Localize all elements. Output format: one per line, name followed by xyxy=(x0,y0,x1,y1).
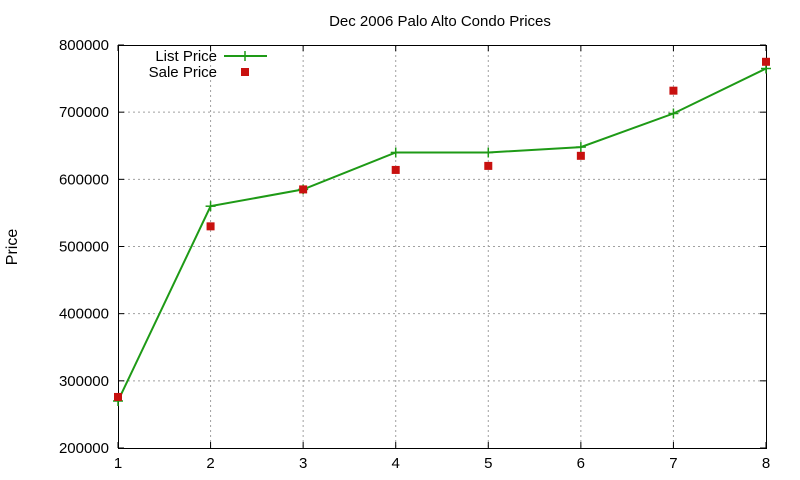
data-point xyxy=(668,108,679,119)
data-point xyxy=(206,222,215,231)
y-tick-label: 700000 xyxy=(59,104,109,121)
y-tick-label: 300000 xyxy=(59,373,109,390)
data-point xyxy=(299,185,308,194)
legend-marker xyxy=(240,51,250,61)
data-point xyxy=(484,161,493,170)
x-tick-label: 2 xyxy=(206,455,214,472)
plot-frame xyxy=(118,45,767,449)
x-tick-label: 5 xyxy=(484,455,492,472)
data-point xyxy=(483,147,494,158)
x-tick-label: 7 xyxy=(669,455,677,472)
x-tick-label: 1 xyxy=(114,455,122,472)
x-tick-label: 4 xyxy=(392,455,400,472)
axis-ticks: 1 2 3 4 5 6 7 8 200000 300000 400000 500000 600000 70… xyxy=(59,37,770,472)
x-tick-label: 8 xyxy=(762,455,770,472)
data-point xyxy=(576,151,585,160)
y-tick-label: 500000 xyxy=(59,239,109,256)
y-axis-label: Price xyxy=(4,229,21,266)
y-tick-label: 800000 xyxy=(59,37,109,54)
data-point xyxy=(575,142,586,153)
data-point xyxy=(205,201,216,212)
series-2 xyxy=(114,57,770,401)
legend-label: List Price xyxy=(155,48,217,65)
grid xyxy=(118,45,766,448)
x-tick-label: 3 xyxy=(299,455,307,472)
y-tick-label: 200000 xyxy=(59,440,109,457)
data-point xyxy=(391,165,400,174)
y-tick-label: 400000 xyxy=(59,306,109,323)
data-point xyxy=(762,57,770,66)
data-point xyxy=(390,147,401,158)
chart-title: Dec 2006 Palo Alto Condo Prices xyxy=(329,13,551,30)
series-line xyxy=(117,67,767,402)
y-tick-label: 600000 xyxy=(59,171,109,188)
data-point xyxy=(114,392,122,401)
x-tick-label: 6 xyxy=(577,455,585,472)
series xyxy=(113,57,771,406)
series-1 xyxy=(113,63,771,406)
legend-label: Sale Price xyxy=(149,64,217,81)
data-point xyxy=(669,86,678,95)
legend-marker xyxy=(241,68,249,76)
